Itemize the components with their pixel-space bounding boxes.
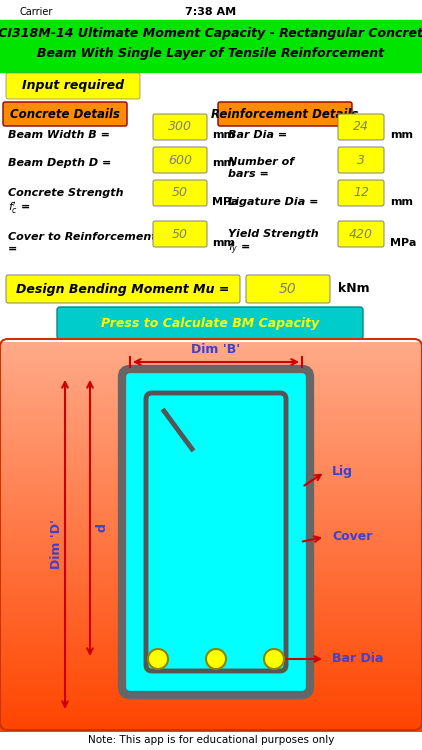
Text: 50: 50: [172, 227, 188, 241]
Text: Carrier: Carrier: [20, 7, 53, 17]
Text: Ligature Dia =: Ligature Dia =: [228, 197, 319, 207]
Text: d: d: [95, 524, 108, 532]
FancyBboxPatch shape: [246, 275, 330, 303]
Text: 12: 12: [353, 187, 369, 200]
FancyBboxPatch shape: [153, 114, 207, 140]
Text: 24: 24: [353, 121, 369, 134]
Text: Yield Strength
$f_y$ =: Yield Strength $f_y$ =: [228, 229, 319, 257]
Text: Beam With Single Layer of Tensile Reinforcement: Beam With Single Layer of Tensile Reinfo…: [38, 47, 384, 61]
Text: 420: 420: [349, 227, 373, 241]
Text: Bar Dia: Bar Dia: [332, 652, 383, 665]
FancyBboxPatch shape: [6, 275, 240, 303]
Bar: [0, 0, 422, 20]
Text: 3: 3: [357, 154, 365, 166]
Text: mm: mm: [212, 130, 235, 140]
Text: Concrete Details: Concrete Details: [10, 107, 120, 121]
Text: Design Bending Moment Mu =: Design Bending Moment Mu =: [16, 283, 230, 296]
Circle shape: [264, 649, 284, 669]
Text: mm: mm: [390, 197, 413, 207]
Text: 7:38 AM: 7:38 AM: [185, 7, 237, 17]
Text: Concrete Strength
$f^{\prime}_c$ =: Concrete Strength $f^{\prime}_c$ =: [8, 188, 124, 216]
Text: Beam Depth D =: Beam Depth D =: [8, 158, 111, 168]
Circle shape: [206, 649, 226, 669]
Circle shape: [148, 649, 168, 669]
Text: MPa: MPa: [212, 197, 238, 207]
Text: mm: mm: [390, 130, 413, 140]
Text: Dim 'B': Dim 'B': [191, 343, 241, 356]
FancyBboxPatch shape: [338, 114, 384, 140]
FancyBboxPatch shape: [153, 180, 207, 206]
Text: Beam Width B =: Beam Width B =: [8, 130, 110, 140]
Text: Bar Dia =: Bar Dia =: [228, 130, 287, 140]
FancyBboxPatch shape: [122, 369, 310, 695]
Text: Number of
bars =: Number of bars =: [228, 158, 294, 178]
Text: 600: 600: [168, 154, 192, 166]
Text: 50: 50: [279, 282, 297, 296]
Text: Reinforcement Details: Reinforcement Details: [211, 107, 359, 121]
Text: Note: This app is for educational purposes only: Note: This app is for educational purpos…: [88, 735, 334, 745]
Text: Input required: Input required: [22, 80, 124, 92]
Text: Cover: Cover: [332, 530, 372, 544]
FancyBboxPatch shape: [218, 102, 352, 126]
FancyBboxPatch shape: [338, 180, 384, 206]
Text: Cover to Reinforcement
=: Cover to Reinforcement =: [8, 232, 157, 254]
Text: mm: mm: [212, 158, 235, 168]
Bar: [0, 20, 422, 72]
FancyBboxPatch shape: [6, 73, 140, 99]
Text: ACI318M-14 Ultimate Moment Capacity - Rectangular Concrete: ACI318M-14 Ultimate Moment Capacity - Re…: [0, 28, 422, 40]
Text: 300: 300: [168, 121, 192, 134]
FancyBboxPatch shape: [57, 307, 363, 339]
Text: Lig: Lig: [332, 466, 353, 478]
Text: Dim 'D': Dim 'D': [51, 519, 63, 569]
Text: 50: 50: [172, 187, 188, 200]
Text: MPa: MPa: [390, 238, 417, 248]
FancyBboxPatch shape: [153, 221, 207, 247]
Text: Press to Calculate BM Capacity: Press to Calculate BM Capacity: [101, 316, 319, 329]
Text: kNm: kNm: [338, 283, 370, 296]
Text: mm: mm: [212, 238, 235, 248]
FancyBboxPatch shape: [153, 147, 207, 173]
FancyBboxPatch shape: [338, 221, 384, 247]
FancyBboxPatch shape: [3, 102, 127, 126]
FancyBboxPatch shape: [338, 147, 384, 173]
